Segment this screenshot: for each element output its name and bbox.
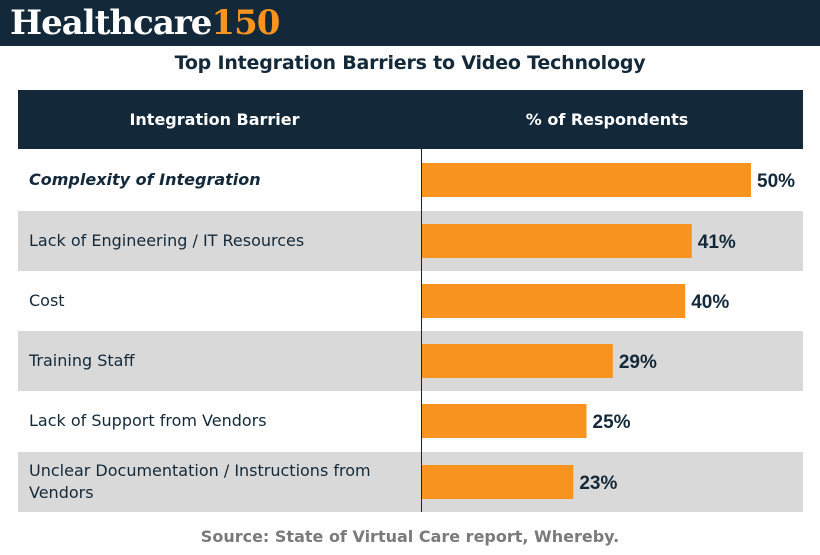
bar-6 — [422, 465, 574, 499]
header-percent-respondents: % of Respondents — [525, 110, 689, 129]
brand-name-part2: 150 — [211, 3, 280, 43]
bar-value-label: 29% — [619, 352, 657, 373]
bar-value-label: 50% — [757, 171, 795, 192]
bar-value-label: 41% — [698, 232, 736, 253]
bar-1 — [422, 163, 751, 197]
bar-5 — [422, 404, 587, 438]
table-header: Integration Barrier % of Respondents — [18, 90, 803, 149]
bar-value-label: 23% — [579, 473, 617, 494]
row-label: Cost — [29, 291, 65, 310]
source-note: Source: State of Virtual Care report, Wh… — [200, 527, 620, 546]
table-row: Lack of Support from Vendors — [18, 391, 803, 451]
table-row: Complexity of Integration — [18, 150, 803, 210]
bar-3 — [422, 284, 686, 318]
bar-value-label: 25% — [593, 412, 631, 433]
bar-value-label: 40% — [691, 292, 729, 313]
brand-name-part1: Healthcare — [10, 3, 212, 43]
table-row: Unclear Documentation / Instructions fro… — [18, 452, 803, 512]
table-row: Cost — [18, 271, 803, 331]
column-divider — [421, 149, 422, 512]
chart-title: Top Integration Barriers to Video Techno… — [174, 52, 646, 74]
row-label: Lack of Support from Vendors — [29, 411, 267, 430]
row-label: Complexity of Integration — [29, 170, 261, 189]
row-label: Lack of Engineering / IT Resources — [29, 231, 305, 250]
bar-4 — [422, 344, 613, 378]
row-label: Training Staff — [29, 351, 135, 370]
brand-logo: Healthcare150 — [10, 0, 280, 46]
bar-2 — [422, 224, 692, 258]
brand-bar: Healthcare150 — [0, 0, 820, 46]
table-row: Training Staff — [18, 331, 803, 391]
row-label: Unclear Documentation / Instructions fro… — [29, 461, 371, 502]
header-integration-barrier: Integration Barrier — [129, 110, 300, 129]
